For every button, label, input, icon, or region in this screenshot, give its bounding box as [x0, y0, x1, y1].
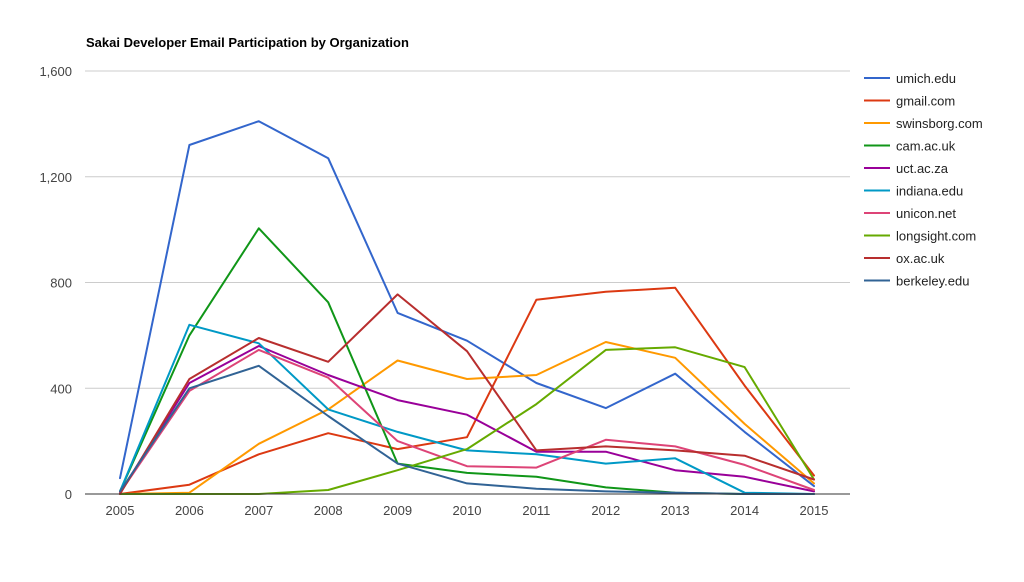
legend-label[interactable]: unicon.net: [896, 206, 956, 221]
series-line-berkeley-edu[interactable]: [119, 364, 815, 495]
chart-title: Sakai Developer Email Participation by O…: [86, 35, 409, 50]
legend: umich.edu gmail.com swinsborg.com cam.ac.uk…: [864, 71, 983, 289]
x-tick-label: 2009: [383, 503, 412, 518]
x-tick-label: 2015: [800, 503, 829, 518]
x-tick-label: 2007: [244, 503, 273, 518]
y-tick-label: 0: [65, 487, 72, 502]
x-tick-label: 2005: [106, 503, 135, 518]
gridlines: [85, 70, 850, 389]
legend-label[interactable]: cam.ac.uk: [896, 139, 956, 154]
legend-label[interactable]: gmail.com: [896, 94, 955, 109]
y-tick-label: 1,600: [39, 64, 72, 79]
y-tick-label: 400: [50, 381, 72, 396]
series-line-indiana-edu[interactable]: [119, 323, 815, 495]
x-tick-label: 2010: [453, 503, 482, 518]
series-line-unicon-net[interactable]: [119, 348, 815, 494]
series-line-uct-ac-za[interactable]: [119, 345, 815, 494]
legend-label[interactable]: swinsborg.com: [896, 116, 983, 131]
legend-label[interactable]: longsight.com: [896, 229, 976, 244]
legend-label[interactable]: berkeley.edu: [896, 274, 969, 289]
y-tick-label: 800: [50, 276, 72, 291]
x-tick-label: 2012: [591, 503, 620, 518]
y-tick-label: 1,200: [39, 170, 72, 185]
x-tick-label: 2013: [661, 503, 690, 518]
series-line-ox-ac-uk[interactable]: [119, 293, 815, 495]
series-line-umich-edu[interactable]: [119, 120, 815, 488]
legend-label[interactable]: indiana.edu: [896, 184, 963, 199]
series-line-gmail-com[interactable]: [119, 286, 815, 495]
x-tick-label: 2008: [314, 503, 343, 518]
legend-label[interactable]: umich.edu: [896, 71, 956, 86]
series-line-swinsborg-com[interactable]: [119, 341, 815, 495]
legend-label[interactable]: uct.ac.za: [896, 161, 949, 176]
axes: 0 400 800 1,200 1,600 2005 2006 2007 2008 2009 201…: [39, 64, 850, 518]
x-tick-label: 2011: [522, 503, 550, 518]
x-tick-label: 2006: [175, 503, 204, 518]
x-tick-label: 2014: [730, 503, 759, 518]
legend-label[interactable]: ox.ac.uk: [896, 251, 945, 266]
series-line-cam-ac-uk[interactable]: [119, 227, 815, 495]
